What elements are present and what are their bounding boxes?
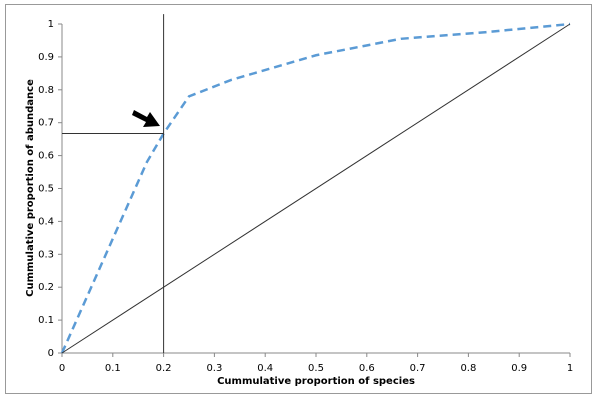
y-tick-label: 0.5 bbox=[38, 184, 54, 195]
x-tick-label: 0.9 bbox=[511, 363, 527, 374]
x-tick-label: 0.5 bbox=[308, 363, 324, 374]
x-tick-label: 0.8 bbox=[460, 363, 476, 374]
y-tick-label: 0.4 bbox=[38, 216, 54, 227]
y-axis-title: Cummulative proportion of abundance bbox=[25, 79, 36, 297]
x-tick-label: 0.3 bbox=[206, 363, 222, 374]
arrow bbox=[132, 110, 160, 127]
y-tick-label: 0.9 bbox=[38, 52, 54, 63]
y-tick-label: 0.2 bbox=[38, 282, 54, 293]
x-tick-label: 0.2 bbox=[156, 363, 172, 374]
x-axis-title: Cummulative proportion of species bbox=[217, 376, 415, 387]
x-tick-label: 1 bbox=[567, 363, 573, 374]
y-tick-label: 0.8 bbox=[38, 85, 54, 96]
x-tick-label: 0.4 bbox=[257, 363, 273, 374]
y-tick-label: 0.6 bbox=[38, 151, 54, 162]
y-tick-label: 0 bbox=[48, 348, 54, 359]
y-tick-label: 0.1 bbox=[38, 315, 54, 326]
x-tick-label: 0.7 bbox=[410, 363, 426, 374]
y-tick-label: 1 bbox=[48, 19, 54, 30]
line bbox=[60, 22, 571, 354]
chart-frame bbox=[5, 4, 592, 394]
y-tick-label: 0.7 bbox=[38, 118, 54, 129]
line bbox=[62, 14, 165, 353]
x-tick-label: 0.6 bbox=[359, 363, 375, 374]
x-tick-label: 0 bbox=[59, 363, 65, 374]
x-tick-label: 0.1 bbox=[105, 363, 121, 374]
line bbox=[61, 23, 571, 354]
y-tick-label: 0.3 bbox=[38, 249, 54, 260]
